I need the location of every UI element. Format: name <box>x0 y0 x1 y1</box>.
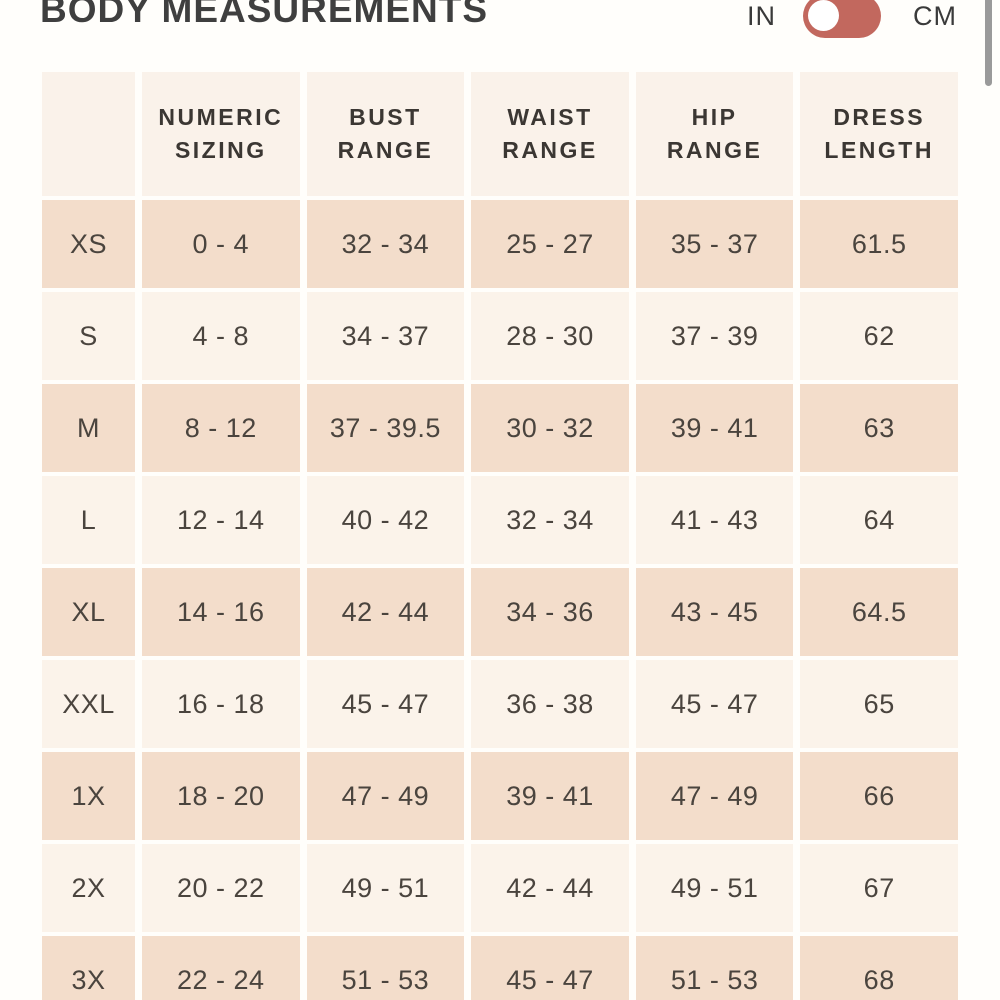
header-bust-range: BUST RANGE <box>306 72 465 196</box>
value-cell: 51 - 53 <box>635 936 794 1000</box>
value-cell: 66 <box>800 752 958 840</box>
value-cell: 64.5 <box>800 568 958 656</box>
unit-label-cm: CM <box>913 0 957 31</box>
value-cell: 62 <box>800 292 958 380</box>
value-cell: 45 - 47 <box>635 660 794 748</box>
header-hip-range: HIP RANGE <box>635 72 794 196</box>
value-cell: 20 - 22 <box>142 844 300 932</box>
value-cell: 32 - 34 <box>471 476 629 564</box>
size-cell: L <box>42 476 135 564</box>
value-cell: 63 <box>800 384 958 472</box>
value-cell: 37 - 39.5 <box>306 384 465 472</box>
size-cell: XL <box>42 568 135 656</box>
unit-toggle-group: IN CM <box>747 0 957 38</box>
unit-label-in: IN <box>747 0 776 31</box>
value-cell: 0 - 4 <box>142 200 300 288</box>
value-cell: 30 - 32 <box>471 384 629 472</box>
toggle-knob <box>808 0 839 31</box>
value-cell: 32 - 34 <box>306 200 465 288</box>
header-corner-cell <box>42 72 135 196</box>
value-cell: 16 - 18 <box>142 660 300 748</box>
scrollbar-thumb[interactable] <box>985 0 992 86</box>
value-cell: 43 - 45 <box>635 568 794 656</box>
value-cell: 37 - 39 <box>635 292 794 380</box>
value-cell: 12 - 14 <box>142 476 300 564</box>
value-cell: 22 - 24 <box>142 936 300 1000</box>
header-dress-length: DRESS LENGTH <box>800 72 958 196</box>
value-cell: 34 - 37 <box>306 292 465 380</box>
value-cell: 42 - 44 <box>306 568 465 656</box>
page-title: BODY MEASUREMENTS <box>40 0 489 30</box>
size-cell: 2X <box>42 844 135 932</box>
size-table: NUMERIC SIZING BUST RANGE WAIST RANGE HI… <box>42 72 958 1000</box>
value-cell: 35 - 37 <box>635 200 794 288</box>
unit-toggle-switch[interactable] <box>803 0 881 38</box>
size-cell: S <box>42 292 135 380</box>
size-cell: XXL <box>42 660 135 748</box>
size-cell: M <box>42 384 135 472</box>
value-cell: 49 - 51 <box>306 844 465 932</box>
value-cell: 61.5 <box>800 200 958 288</box>
value-cell: 34 - 36 <box>471 568 629 656</box>
size-cell: XS <box>42 200 135 288</box>
header-waist-range: WAIST RANGE <box>471 72 629 196</box>
value-cell: 28 - 30 <box>471 292 629 380</box>
value-cell: 47 - 49 <box>635 752 794 840</box>
size-cell: 3X <box>42 936 135 1000</box>
value-cell: 45 - 47 <box>306 660 465 748</box>
value-cell: 36 - 38 <box>471 660 629 748</box>
value-cell: 68 <box>800 936 958 1000</box>
value-cell: 51 - 53 <box>306 936 465 1000</box>
value-cell: 39 - 41 <box>635 384 794 472</box>
value-cell: 64 <box>800 476 958 564</box>
value-cell: 45 - 47 <box>471 936 629 1000</box>
value-cell: 39 - 41 <box>471 752 629 840</box>
value-cell: 47 - 49 <box>306 752 465 840</box>
value-cell: 8 - 12 <box>142 384 300 472</box>
value-cell: 4 - 8 <box>142 292 300 380</box>
value-cell: 49 - 51 <box>635 844 794 932</box>
value-cell: 18 - 20 <box>142 752 300 840</box>
size-cell: 1X <box>42 752 135 840</box>
value-cell: 65 <box>800 660 958 748</box>
value-cell: 67 <box>800 844 958 932</box>
value-cell: 25 - 27 <box>471 200 629 288</box>
value-cell: 14 - 16 <box>142 568 300 656</box>
header-numeric-sizing: NUMERIC SIZING <box>142 72 300 196</box>
value-cell: 40 - 42 <box>306 476 465 564</box>
value-cell: 42 - 44 <box>471 844 629 932</box>
value-cell: 41 - 43 <box>635 476 794 564</box>
